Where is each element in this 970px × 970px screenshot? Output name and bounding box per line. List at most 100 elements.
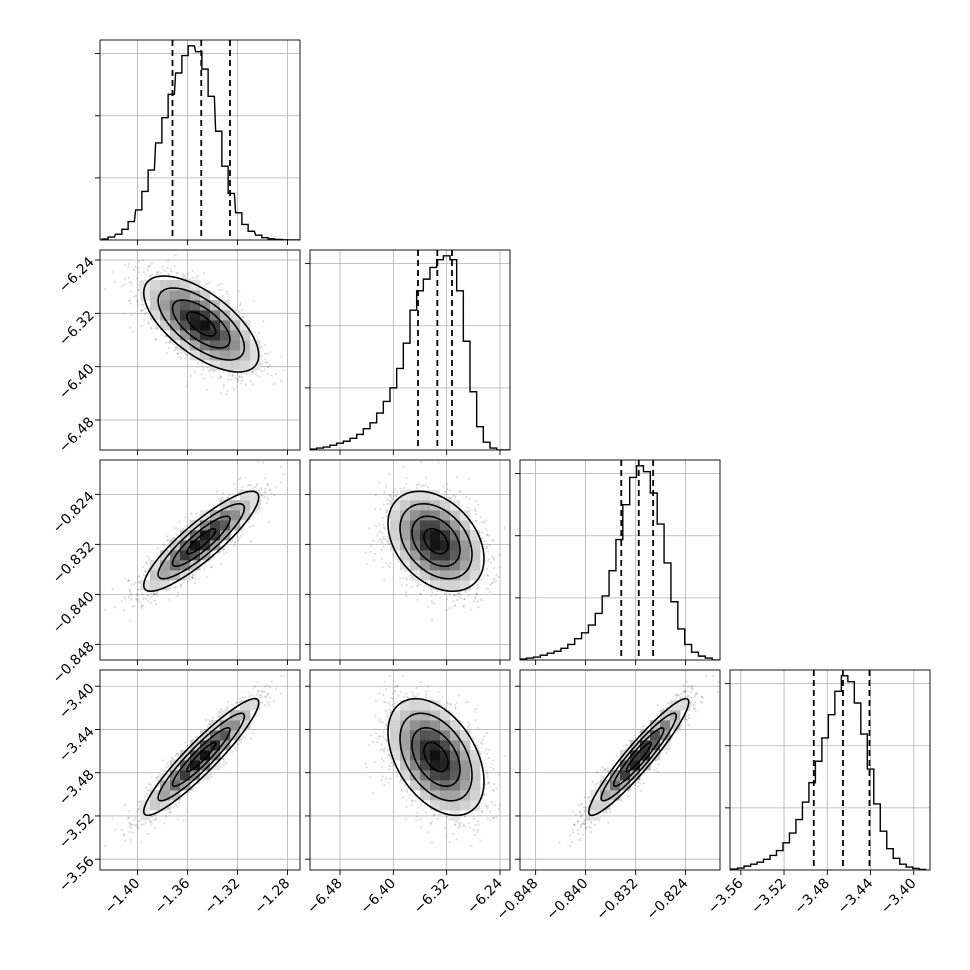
sample-point — [152, 592, 156, 595]
sample-point — [206, 388, 209, 391]
sample-point — [255, 335, 258, 338]
sample-point — [130, 823, 133, 826]
sample-point — [252, 370, 255, 373]
density-bin — [240, 500, 251, 511]
contour-2-0-3 — [142, 490, 260, 593]
sample-point — [146, 266, 149, 269]
density-bin — [250, 490, 261, 501]
sample-point — [128, 590, 131, 593]
density-bin — [180, 340, 191, 351]
sample-point — [207, 723, 211, 726]
sample-point — [243, 736, 247, 739]
sample-point — [142, 598, 145, 601]
sample-point — [135, 597, 138, 601]
sample-point — [282, 472, 285, 476]
sample-point — [179, 583, 182, 587]
sample-point — [154, 817, 158, 821]
sample-point — [152, 592, 155, 596]
sample-point — [167, 259, 170, 262]
sample-point — [143, 318, 146, 322]
density-bin — [220, 510, 231, 521]
sample-point — [197, 577, 200, 580]
sample-point — [149, 591, 152, 595]
sample-point — [233, 541, 237, 544]
sample-point — [279, 355, 283, 358]
sample-point — [251, 524, 255, 528]
sample-point — [137, 800, 140, 803]
sample-point — [204, 283, 208, 286]
sample-point — [191, 573, 194, 576]
sample-point — [171, 537, 175, 540]
sample-point — [263, 685, 267, 688]
sample-point — [146, 555, 149, 558]
density-bin — [200, 300, 211, 311]
panel-content — [100, 40, 300, 240]
sample-point — [275, 373, 278, 376]
sample-point — [179, 352, 182, 355]
sample-point — [154, 593, 157, 596]
sample-point — [244, 383, 248, 386]
sample-point — [182, 350, 185, 353]
sample-point — [167, 272, 170, 276]
sample-point — [120, 600, 123, 603]
density-bin — [230, 330, 241, 341]
sample-point — [242, 532, 245, 535]
sample-point — [177, 355, 180, 359]
density-bin — [150, 300, 161, 311]
sample-point — [147, 322, 150, 325]
sample-point — [137, 575, 140, 579]
sample-point — [126, 579, 130, 582]
density-bin — [140, 580, 151, 591]
density-bin — [180, 320, 191, 331]
sample-point — [114, 606, 117, 609]
sample-point — [130, 283, 133, 286]
sample-point — [261, 369, 264, 373]
sample-point — [144, 307, 147, 310]
sample-point — [206, 282, 209, 285]
sample-point — [184, 516, 187, 519]
sample-point — [264, 487, 267, 490]
sample-point — [266, 495, 269, 498]
sample-point — [208, 503, 211, 506]
sample-point — [196, 735, 199, 738]
sample-point — [222, 385, 225, 389]
sample-point — [217, 710, 220, 713]
sample-point — [146, 594, 149, 597]
panel-frame-0-0 — [99, 39, 301, 241]
sample-point — [206, 366, 209, 369]
sample-point — [140, 303, 143, 306]
sample-point — [130, 592, 133, 595]
sample-point — [145, 792, 149, 796]
sample-point — [225, 290, 228, 293]
sample-point — [175, 533, 178, 536]
sample-point — [137, 289, 140, 292]
sample-point — [217, 715, 221, 718]
density-bin — [150, 580, 161, 591]
sample-point — [163, 822, 166, 825]
sample-point — [147, 593, 150, 597]
sample-point — [212, 291, 216, 294]
sample-point — [275, 486, 278, 489]
sample-point — [221, 371, 224, 374]
sample-point — [154, 338, 157, 341]
sample-point — [129, 326, 132, 330]
sample-point — [120, 828, 123, 832]
sample-point — [172, 537, 175, 540]
sample-point — [207, 560, 211, 563]
sample-point — [140, 309, 143, 313]
density-bin — [220, 520, 231, 531]
sample-point — [223, 548, 226, 551]
sample-point — [266, 483, 270, 486]
density-bin — [180, 330, 191, 341]
sample-point — [149, 274, 152, 277]
sample-point — [240, 308, 244, 312]
sample-point — [181, 273, 185, 276]
sample-point — [185, 353, 188, 356]
sample-point — [187, 791, 190, 794]
sample-point — [138, 801, 141, 804]
panel-content — [100, 460, 300, 660]
sample-point — [209, 565, 213, 569]
density-bin — [190, 330, 201, 341]
sample-point — [136, 810, 139, 813]
sample-point — [234, 488, 237, 491]
